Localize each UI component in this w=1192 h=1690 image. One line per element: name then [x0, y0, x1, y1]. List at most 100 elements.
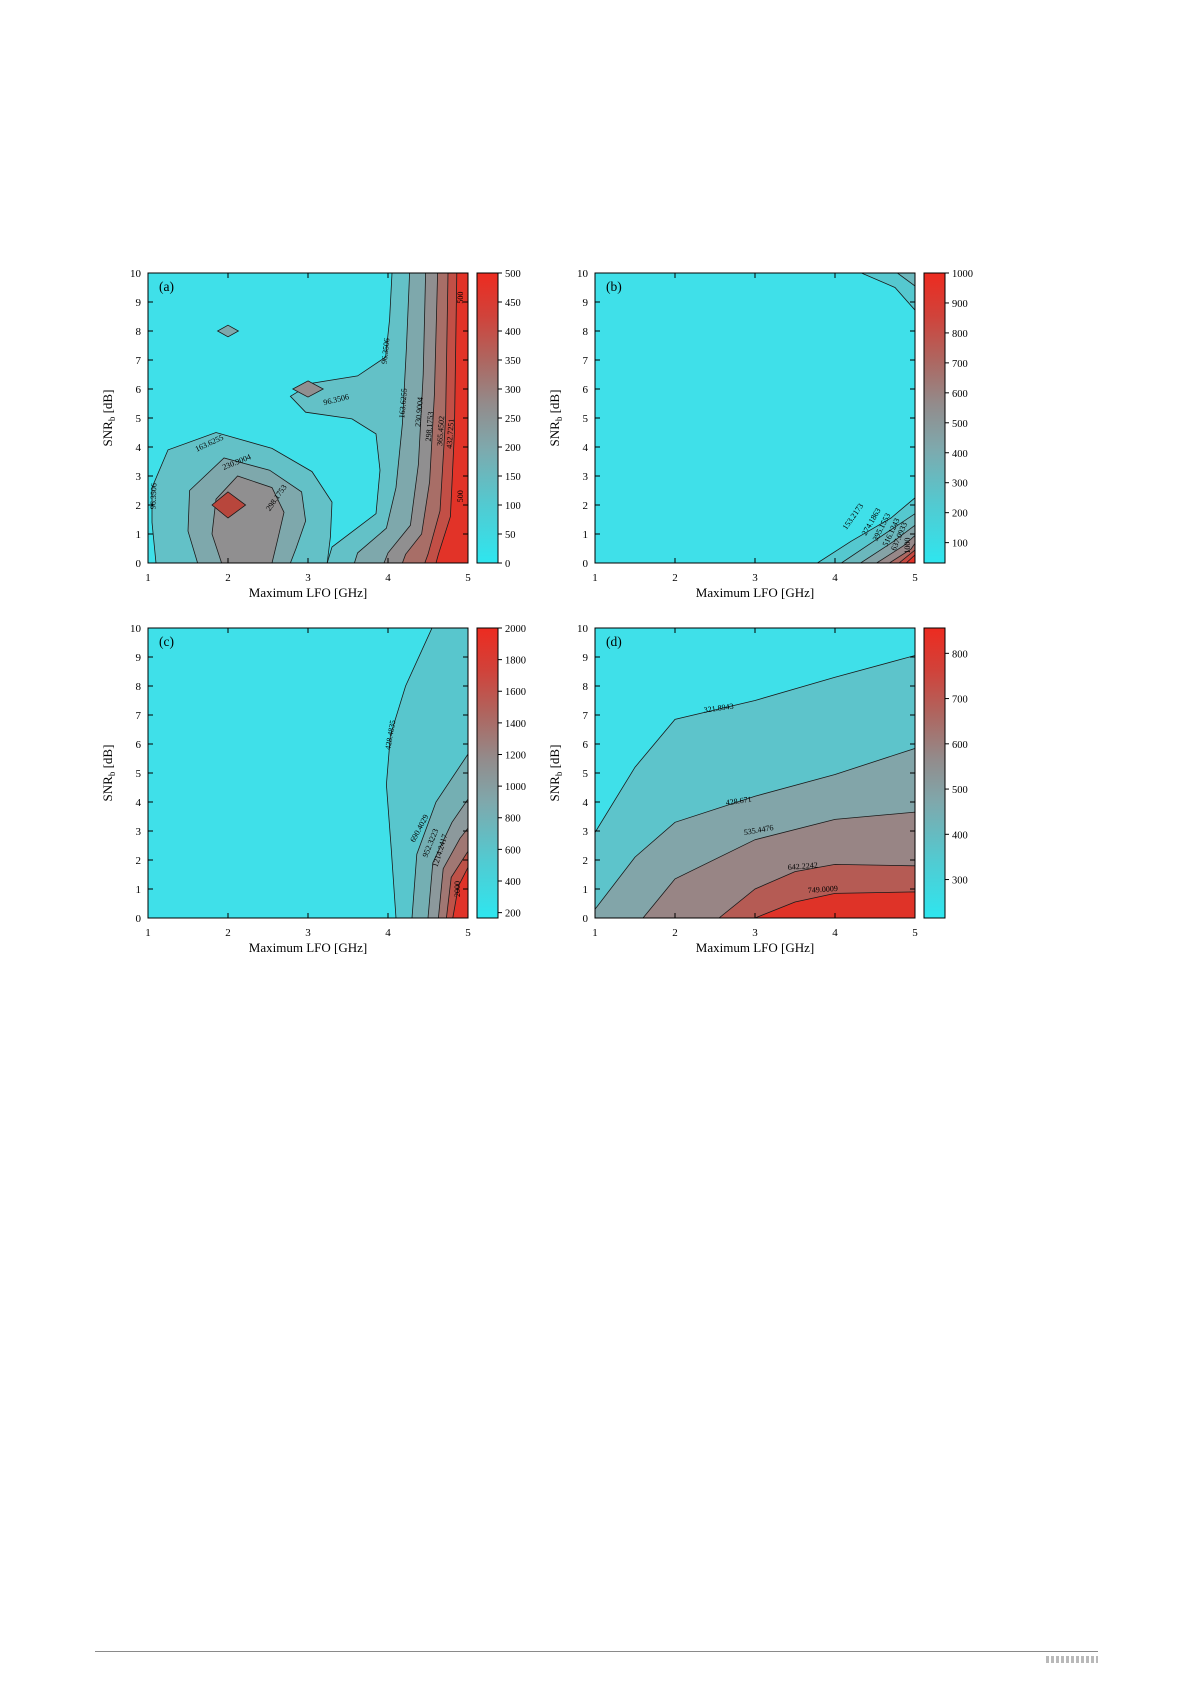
colorbar-tick-label: 400: [505, 877, 521, 888]
x-tick-label: 3: [305, 927, 311, 939]
contour-label: 163.6255: [397, 388, 409, 419]
y-axis-label: SNRb [dB]: [547, 390, 564, 447]
colorbar-tick-label: 1800: [505, 656, 526, 667]
colorbar-tick-label: 200: [505, 443, 521, 454]
y-tick-label: 10: [130, 268, 142, 280]
y-tick-label: 8: [583, 326, 589, 338]
colorbar-tick-label: 900: [952, 299, 968, 310]
colorbar-tick-label: 300: [952, 479, 968, 490]
panel-tag: (b): [606, 279, 622, 294]
colorbar-c: 200 400 600 800 1000 1200 1400 1600 1800 2000: [476, 624, 526, 920]
x-tick-label: 1: [592, 572, 598, 584]
y-tick-label: 7: [136, 355, 142, 367]
tspan: SNR: [100, 776, 115, 802]
colorbar-tick-label: 800: [952, 329, 968, 340]
colorbar-tick-label: 400: [505, 327, 521, 338]
y-tick-label: 6: [136, 739, 142, 751]
x-tick-label: 2: [672, 927, 678, 939]
y-tick-label: 4: [136, 442, 142, 454]
y-tick-label: 7: [583, 710, 589, 722]
y-axis-label: SNRb [dB]: [547, 745, 564, 802]
y-tick-label: 0: [136, 913, 142, 925]
contour-label: 432.7251: [445, 418, 456, 449]
contour-region: [861, 273, 915, 311]
colorbar-tick-label: 600: [952, 389, 968, 400]
y-tick-label: 7: [136, 710, 142, 722]
panel-tag: (d): [606, 634, 622, 649]
colorbar-gradient: [923, 627, 946, 919]
y-tick-label: 2: [136, 855, 142, 867]
tspan: b: [107, 771, 117, 776]
colorbar-a: 0 50 100 150 200 250 300 350 400 450 500: [476, 269, 521, 570]
contour-label: 642.2242: [787, 860, 818, 872]
colorbar-tick-label: 400: [952, 830, 968, 841]
y-tick-label: 8: [583, 681, 589, 693]
y-axis-label: SNRb [dB]: [100, 390, 117, 447]
y-tick-label: 1: [583, 884, 589, 896]
tspan: b: [554, 416, 564, 421]
x-axis-label: Maximum LFO [GHz]: [249, 585, 367, 600]
colorbar-tick-label: 300: [505, 385, 521, 396]
x-tick-label: 5: [912, 927, 918, 939]
colorbar-tick-label: 200: [952, 509, 968, 520]
contour-regions: [595, 655, 915, 918]
colorbar-tick-label: 600: [952, 740, 968, 751]
tspan: [dB]: [547, 390, 562, 417]
x-tick-label: 2: [225, 572, 231, 584]
colorbar-tick-label: 300: [952, 876, 968, 887]
contour-label: 2000: [453, 881, 462, 897]
y-tick-label: 2: [136, 500, 142, 512]
tspan: SNR: [547, 421, 562, 447]
colorbar-tick-label: 350: [505, 356, 521, 367]
y-tick-label: 0: [583, 913, 589, 925]
colorbar-tick-label: 1000: [952, 269, 973, 280]
x-axis-label: Maximum LFO [GHz]: [249, 940, 367, 955]
y-tick-label: 3: [136, 826, 142, 838]
colorbar-tick-label: 2000: [505, 624, 526, 635]
colorbar-tick-label: 1600: [505, 687, 526, 698]
contour-label: 365.4502: [435, 416, 446, 447]
x-tick-label: 2: [672, 572, 678, 584]
contour-label: 96.3506: [149, 483, 159, 509]
contour-label: 749.0009: [808, 884, 839, 895]
colorbar-tick-label: 250: [505, 414, 521, 425]
colorbar-tick-label: 800: [952, 649, 968, 660]
tspan: b: [554, 771, 564, 776]
colorbar-tick-label: 600: [505, 845, 521, 856]
colorbar-tick-label: 800: [505, 814, 521, 825]
plot-background: [595, 273, 915, 563]
panel-tag: (a): [159, 279, 174, 294]
colorbar-tick-label: 1000: [505, 782, 526, 793]
colorbar-tick-label: 50: [505, 530, 516, 541]
x-tick-label: 3: [752, 572, 758, 584]
x-tick-label: 3: [752, 927, 758, 939]
colorbar-tick-label: 200: [505, 909, 521, 920]
x-tick-label: 5: [465, 572, 471, 584]
y-tick-label: 4: [136, 797, 142, 809]
colorbar-tick-label: 1400: [505, 719, 526, 730]
x-tick-label: 4: [385, 927, 391, 939]
contour-label: 321.8943: [703, 702, 734, 715]
colorbar-tick-label: 700: [952, 695, 968, 706]
y-tick-label: 7: [583, 355, 589, 367]
y-tick-label: 9: [583, 652, 589, 664]
y-tick-label: 1: [583, 529, 589, 541]
y-tick-label: 3: [583, 471, 589, 483]
x-tick-label: 3: [305, 572, 311, 584]
y-tick-label: 6: [136, 384, 142, 396]
colorbar-tick-label: 500: [505, 269, 521, 280]
y-tick-label: 2: [583, 500, 589, 512]
contour-label: 500: [456, 292, 465, 304]
contour-region: [435, 273, 468, 563]
x-tick-label: 5: [465, 927, 471, 939]
panel-tag: (c): [159, 634, 174, 649]
contour-label: 230.9004: [413, 397, 425, 428]
x-tick-label: 1: [145, 927, 151, 939]
contour-region: [452, 867, 468, 918]
y-tick-label: 8: [136, 326, 142, 338]
colorbar-gradient: [476, 627, 499, 919]
colorbar-tick-label: 450: [505, 298, 521, 309]
footer-smudge: [1046, 1656, 1098, 1663]
